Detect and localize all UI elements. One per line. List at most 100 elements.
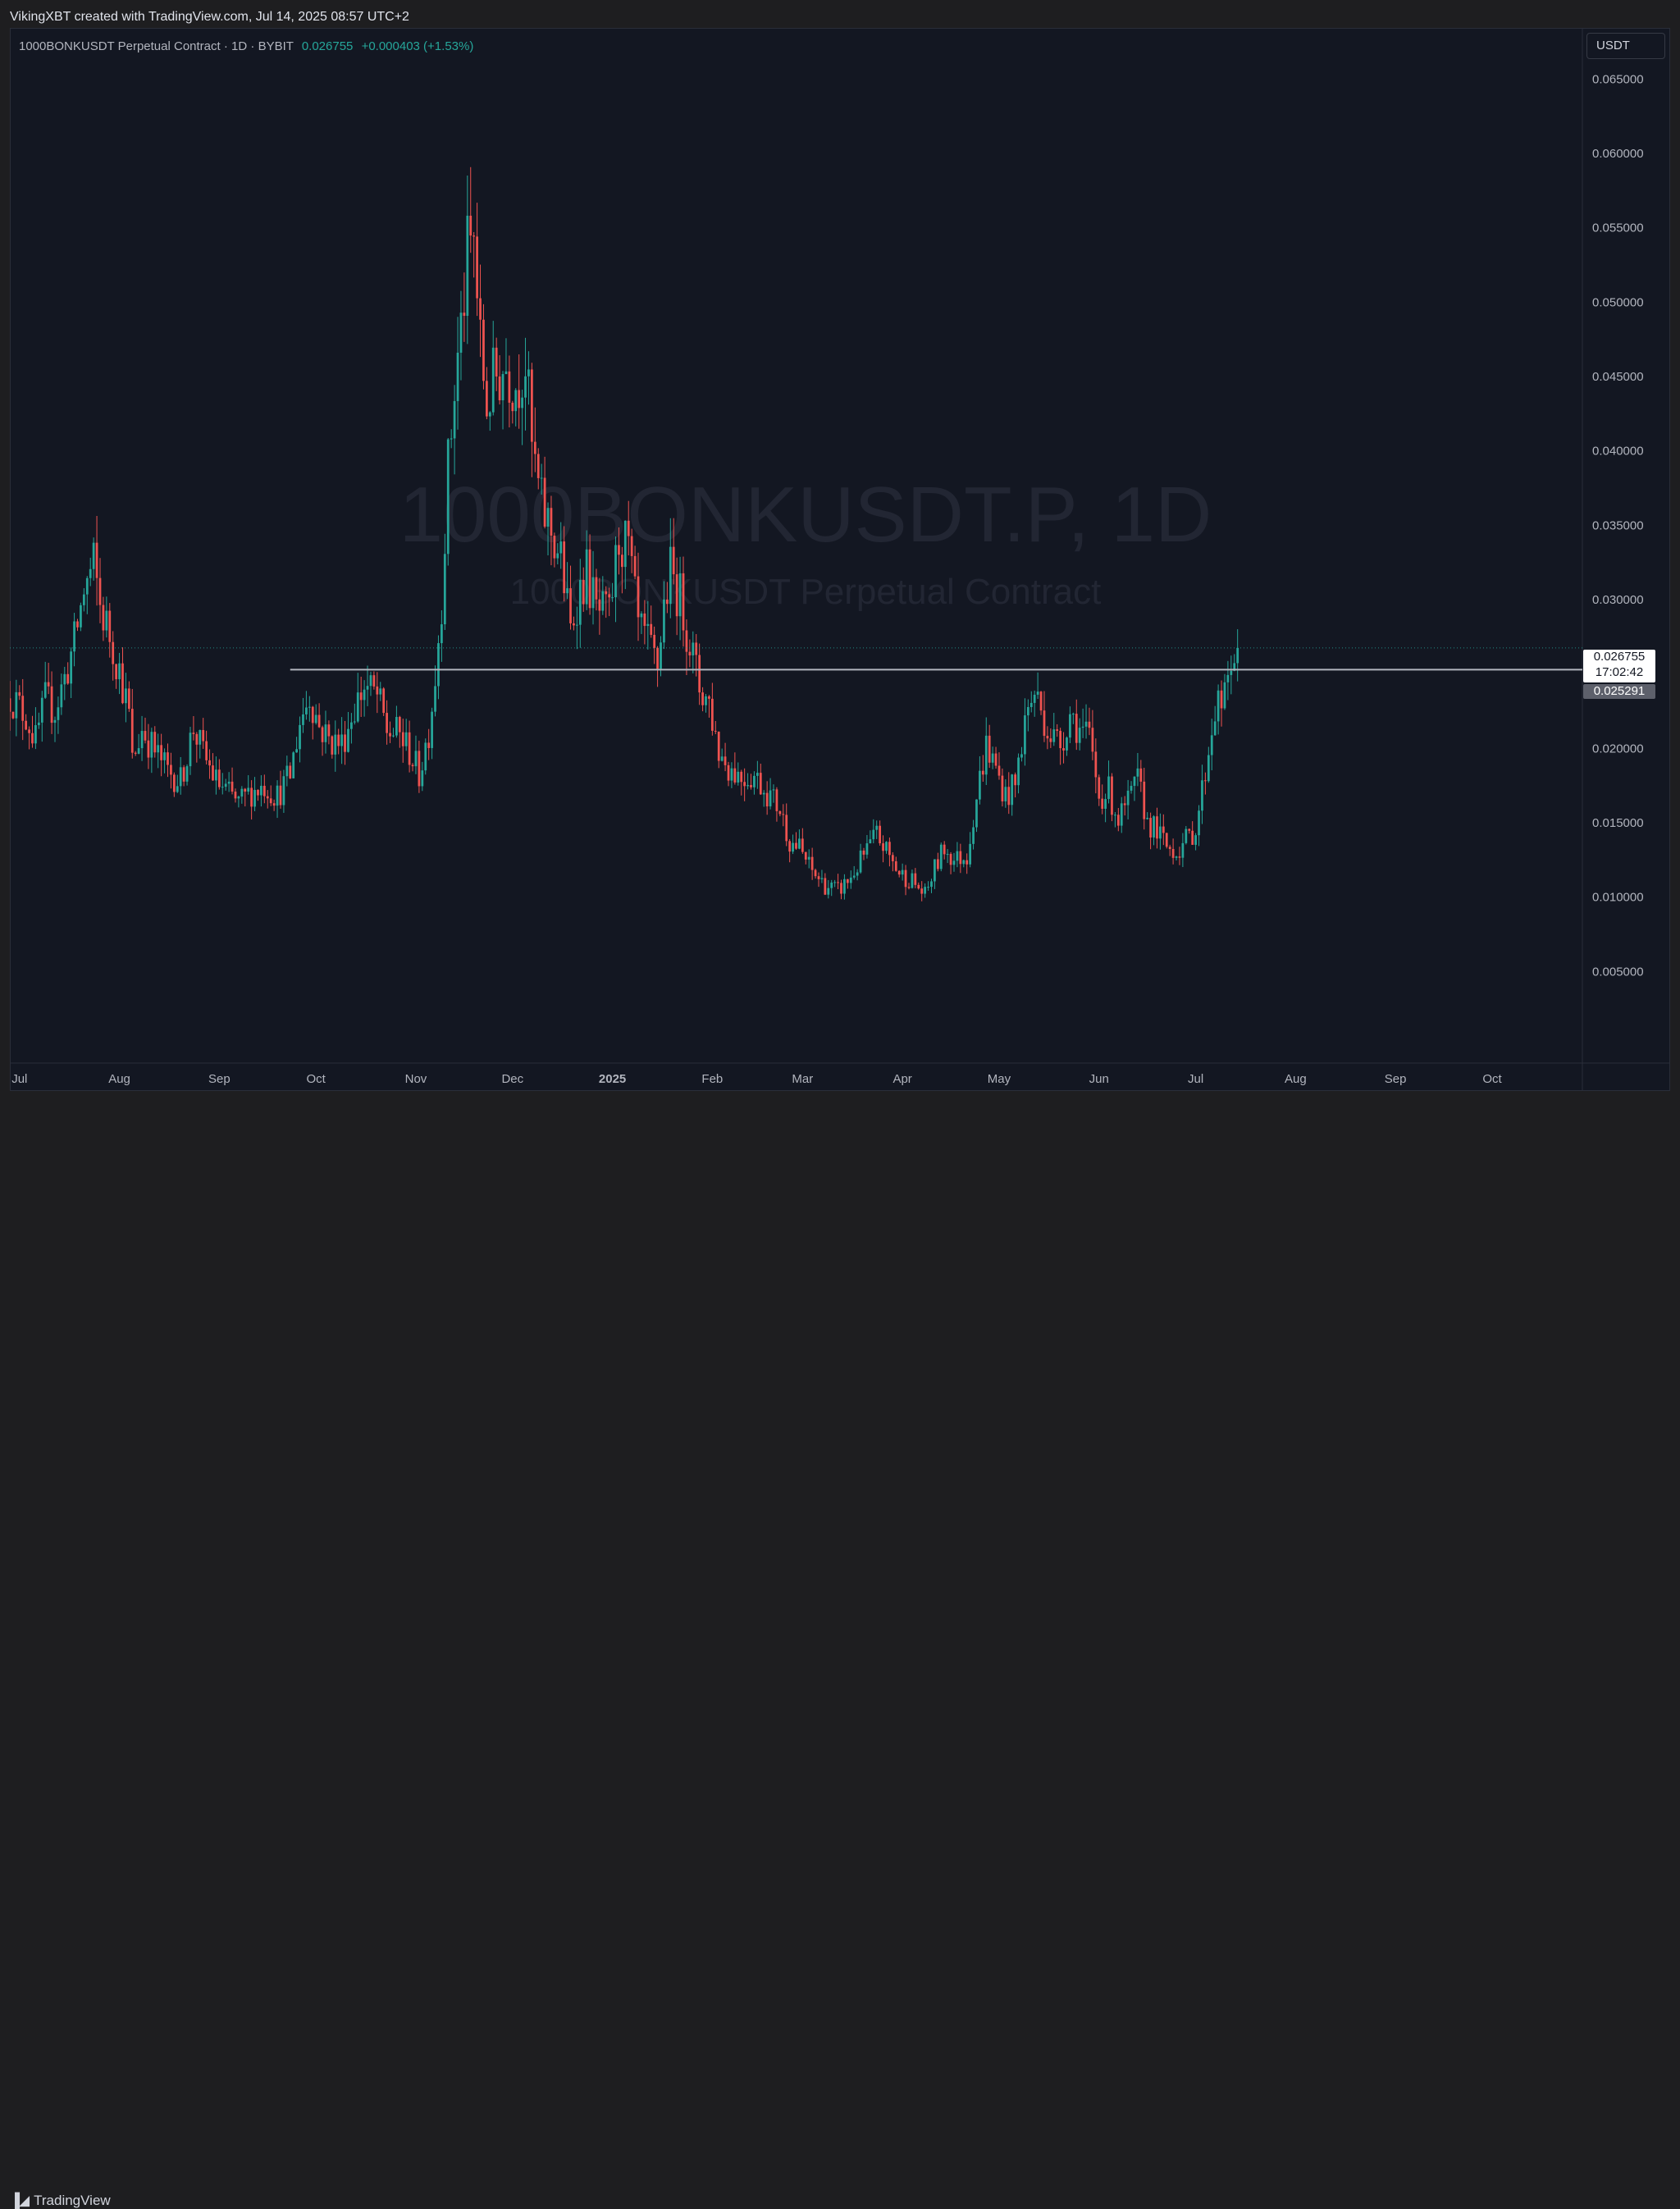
candle-body — [827, 888, 830, 895]
candle-body — [897, 870, 901, 875]
candles-layer — [10, 167, 1239, 901]
candle-body — [1198, 810, 1200, 836]
candle-body — [50, 686, 53, 723]
candle-body — [266, 796, 269, 799]
candle-body — [369, 675, 372, 687]
legend-interval: 1D — [231, 39, 248, 53]
candle-body — [450, 438, 453, 440]
candle-body — [327, 724, 331, 737]
candle-body — [1123, 803, 1126, 806]
candle-body — [137, 748, 140, 754]
candle-body — [102, 605, 105, 631]
currency-unit-button[interactable]: USDT — [1586, 33, 1665, 59]
candle-body — [379, 688, 382, 695]
candle-body — [441, 624, 443, 644]
candle-body — [1178, 856, 1181, 858]
symbol-legend[interactable]: 1000BONKUSDT Perpetual Contract · 1D · B… — [19, 39, 473, 53]
price-tick-label: 0.010000 — [1592, 891, 1644, 905]
candle-body — [434, 686, 436, 712]
candle-body — [308, 706, 311, 708]
candle-body — [536, 454, 540, 478]
candle-body — [488, 412, 491, 417]
price-chart[interactable]: 1000BONKUSDT.P, 1D 1000BONKUSDT Perpetua… — [10, 28, 1670, 1091]
candle-body — [292, 752, 295, 778]
candle-body — [588, 549, 591, 609]
chart-frame[interactable] — [10, 28, 1670, 1091]
candle-body — [785, 815, 788, 842]
candle-body — [73, 621, 75, 652]
candle-body — [11, 711, 15, 719]
candle-body — [817, 876, 820, 879]
candle-body — [1039, 691, 1043, 711]
time-tick-label: 2025 — [599, 1072, 626, 1086]
candle-body — [627, 520, 630, 536]
candle-body — [810, 856, 814, 870]
time-axis[interactable]: Jul Aug Sep Oct Nov Dec 2025 Feb Mar Apr May Jun Jul… — [11, 1072, 1502, 1086]
candle-body — [60, 684, 63, 708]
candle-body — [411, 764, 414, 767]
candle-body — [347, 728, 349, 752]
candle-body — [650, 623, 653, 635]
candle-body — [727, 764, 730, 781]
candle-body — [463, 313, 466, 317]
candle-body — [1120, 803, 1123, 826]
candle-body — [840, 883, 842, 894]
candle-body — [250, 787, 253, 807]
candle-body — [459, 313, 463, 353]
candle-body — [334, 734, 337, 755]
candle-body — [1168, 847, 1171, 849]
current-price-label: 0.026755 17:02:42 — [1583, 650, 1655, 682]
bar-countdown: 17:02:42 — [1595, 665, 1644, 679]
candle-body — [237, 796, 240, 799]
candle-body — [227, 781, 231, 784]
candle-body — [234, 792, 237, 799]
candle-body — [486, 381, 488, 417]
candle-body — [833, 882, 837, 883]
candle-body — [640, 613, 643, 618]
candle-body — [1059, 730, 1061, 749]
candle-body — [546, 508, 550, 527]
candle-body — [179, 767, 182, 787]
candle-body — [418, 751, 421, 787]
candle-body — [1098, 777, 1101, 799]
candle-body — [623, 520, 627, 568]
watermark-symbol: 1000BONKUSDT.P, 1D — [399, 471, 1212, 559]
price-tick-label: 0.035000 — [1592, 518, 1644, 532]
candle-body — [289, 765, 292, 778]
candle-body — [1204, 780, 1207, 782]
candle-body — [991, 753, 994, 763]
candle-body — [321, 727, 324, 742]
candle-body — [482, 319, 485, 381]
candle-body — [1091, 728, 1094, 752]
candle-body — [882, 843, 884, 851]
candle-body — [563, 541, 566, 594]
candle-body — [176, 786, 179, 792]
attribution-text: VikingXBT created with TradingView.com, … — [10, 10, 409, 24]
candle-body — [1007, 787, 1011, 806]
price-axis[interactable]: 0.065000 0.060000 0.055000 0.050000 0.045000… — [1592, 72, 1644, 979]
candle-body — [856, 872, 859, 876]
candle-body — [653, 634, 656, 648]
candle-body — [1149, 818, 1152, 838]
candle-body — [633, 555, 637, 577]
candle-body — [28, 729, 30, 733]
candle-body — [846, 879, 849, 883]
candle-body — [675, 574, 678, 617]
candle-body — [356, 692, 359, 722]
candle-body — [150, 732, 153, 758]
candle-body — [559, 541, 563, 554]
candle-body — [801, 838, 804, 852]
candle-body — [660, 642, 662, 669]
price-tick-label: 0.050000 — [1592, 295, 1644, 309]
candle-body — [979, 770, 981, 800]
tradingview-logo[interactable]: ▐◢ TradingView — [10, 2193, 111, 2209]
legend-exchange: BYBIT — [258, 39, 294, 53]
candle-body — [1036, 691, 1039, 695]
candle-body — [885, 842, 888, 851]
candle-body — [807, 856, 810, 860]
candle-body — [130, 709, 134, 753]
candle-body — [917, 884, 920, 889]
candle-body — [837, 882, 839, 883]
candle-body — [331, 736, 334, 755]
candle-body — [685, 630, 688, 652]
